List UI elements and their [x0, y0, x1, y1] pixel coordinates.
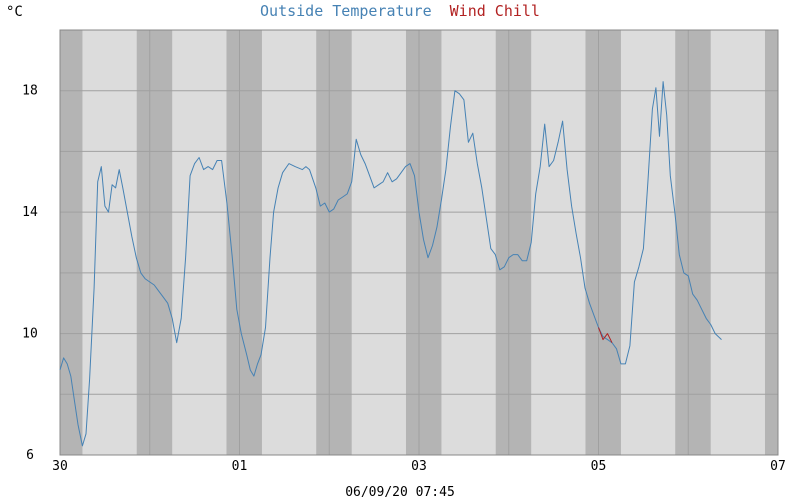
night-band [136, 30, 173, 455]
title-wind-chill: Wind Chill [450, 2, 540, 20]
y-tick-label: 14 [22, 205, 38, 220]
night-band [495, 30, 532, 455]
night-band [60, 30, 83, 455]
x-tick-label: 01 [232, 459, 248, 474]
title-outside-temperature: Outside Temperature [260, 2, 432, 20]
night-bands-group [60, 30, 778, 455]
night-band [316, 30, 352, 455]
night-band [405, 30, 442, 455]
night-band [226, 30, 262, 455]
night-band [585, 30, 621, 455]
night-band [675, 30, 711, 455]
wind-chill-line [598, 327, 613, 343]
x-tick-label: 03 [411, 459, 427, 474]
y-tick-labels-group: 6 10 14 18 [22, 84, 38, 463]
plot-border [59, 29, 779, 456]
gridlines-group [59, 29, 779, 456]
x-tick-label: 05 [591, 459, 607, 474]
x-tick-label: 07 [770, 459, 786, 474]
y-tick-label: 18 [22, 84, 38, 99]
x-tick-label: 30 [52, 459, 68, 474]
y-tick-label: 6 [26, 448, 34, 463]
y-tick-label: 10 [22, 327, 38, 342]
y-unit-label: °C [6, 4, 23, 20]
footer-timestamp: 06/09/20 07:45 [345, 485, 455, 500]
series-group [59, 81, 722, 447]
x-tick-labels-group: 30 01 03 05 07 [52, 459, 786, 474]
night-band [764, 30, 778, 455]
chart-title: Outside Temperature Wind Chill [260, 2, 540, 20]
